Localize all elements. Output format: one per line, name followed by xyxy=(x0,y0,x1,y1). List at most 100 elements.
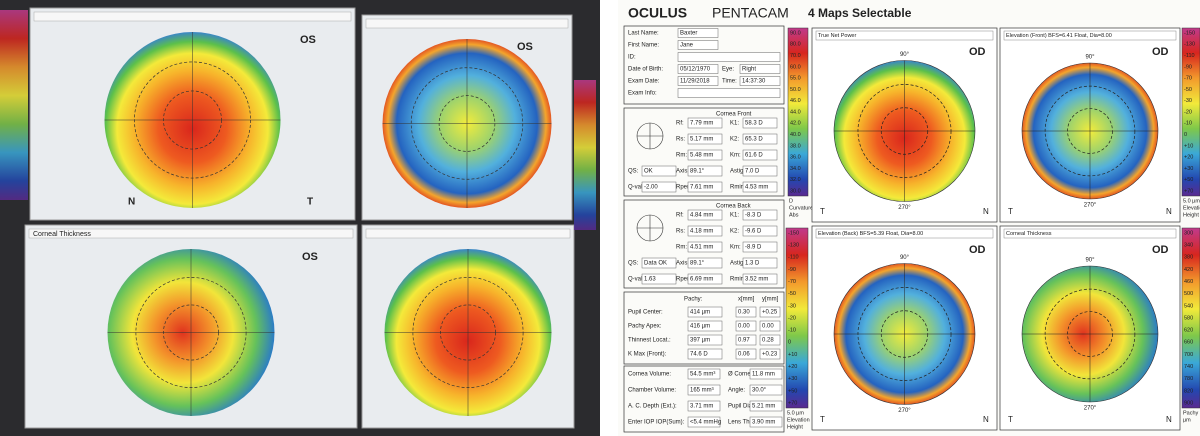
field-value: 61.6 D xyxy=(745,153,763,159)
field-box xyxy=(687,400,721,412)
scale-label: +30 xyxy=(788,376,797,382)
field-value: -9.6 D xyxy=(745,229,762,235)
scale-label: 580 xyxy=(1184,315,1193,321)
field-label: Date of Birth: xyxy=(628,67,663,73)
field-box xyxy=(687,257,723,269)
field-label: Rf: xyxy=(676,213,684,219)
scale-label: -70 xyxy=(788,279,796,285)
subtitle: 4 Maps Selectable xyxy=(808,6,912,20)
field-label: Exam Date: xyxy=(628,79,660,85)
field-label: A. C. Depth (Ext.): xyxy=(628,404,677,410)
angle-label: 90° xyxy=(1085,258,1095,264)
field-value: 11/29/2018 xyxy=(680,79,710,85)
field-box xyxy=(687,273,723,285)
field-box xyxy=(687,209,723,221)
field-label: Ø Cornea: xyxy=(728,372,756,378)
field-box xyxy=(687,320,723,332)
field-label: First Name: xyxy=(628,43,659,49)
field-value: 165 mm³ xyxy=(690,388,714,394)
scale-label: 38.0 xyxy=(790,143,801,149)
field-box xyxy=(735,320,757,332)
section-title: Cornea Back xyxy=(716,204,752,210)
side-label: T xyxy=(1008,207,1013,216)
scale-label: 90.0 xyxy=(790,30,801,36)
scale-label: +30 xyxy=(1184,166,1193,172)
screen-titlebar xyxy=(28,228,354,239)
field-label: K Max (Front): xyxy=(628,352,667,358)
field-label: Angle: xyxy=(728,388,745,394)
field-value: 4.51 mm xyxy=(690,245,713,251)
scale-label: -50 xyxy=(1184,87,1192,93)
brand: OCULUS xyxy=(628,5,687,21)
field-box xyxy=(742,273,778,285)
field-box xyxy=(759,306,781,318)
field-value: Right xyxy=(742,67,756,73)
field-label: K2: xyxy=(730,229,739,235)
scale-label: 540 xyxy=(1184,303,1193,309)
scale-label: 70.0 xyxy=(790,53,801,59)
field-box xyxy=(687,165,723,177)
field-value: 05/12/1970 xyxy=(680,67,711,73)
field-label: Q-val: xyxy=(628,185,644,191)
field-label: Last Name: xyxy=(628,31,659,37)
field-label: Rper: xyxy=(676,277,691,283)
eye-label: OS xyxy=(302,251,318,263)
map-title: True Net Power xyxy=(818,33,856,39)
angle-label: 90° xyxy=(1085,55,1095,61)
field-value: 14:37:30 xyxy=(742,79,766,85)
field-box xyxy=(742,133,778,145)
field-value: 54.5 mm³ xyxy=(690,372,715,378)
scale-label: +70 xyxy=(1184,188,1193,194)
scale-label: 820 xyxy=(1184,388,1193,394)
field-label: QS: xyxy=(628,169,639,175)
color-scale xyxy=(1181,27,1200,197)
scale-label: 900 xyxy=(1184,400,1193,406)
scale-label: 660 xyxy=(1184,340,1193,346)
side-label: N xyxy=(983,207,989,216)
field-value: 1.63 xyxy=(644,277,656,283)
scale-label: +50 xyxy=(788,388,797,394)
side-label: N xyxy=(983,415,989,424)
field-value: 5.21 mm xyxy=(752,404,775,410)
map-title: Elevation (Front) BFS=6.41 Float, Dia=8.… xyxy=(1006,33,1112,39)
field-box xyxy=(687,117,723,129)
product: PENTACAM xyxy=(712,5,789,21)
field-box xyxy=(687,241,723,253)
eye-label: OD xyxy=(969,244,986,256)
scale-label: +50 xyxy=(1184,177,1193,183)
field-label: Pachy Apex: xyxy=(628,324,662,330)
color-scale xyxy=(787,27,809,197)
scale-label: 32.0 xyxy=(790,177,801,183)
scale-label: 36.0 xyxy=(790,155,801,161)
scale-label: 780 xyxy=(1184,376,1193,382)
field-box xyxy=(749,400,783,412)
field-value: 3.71 mm xyxy=(690,404,713,410)
field-box xyxy=(687,368,721,380)
field-box xyxy=(687,181,723,193)
scale-label: -30 xyxy=(1184,98,1192,104)
field-value: Baxter xyxy=(680,31,697,37)
field-box xyxy=(742,209,778,221)
scale-label: -10 xyxy=(788,328,796,334)
side-label: N xyxy=(1166,415,1172,424)
angle-label: 270° xyxy=(898,408,911,414)
scale-caption: Height xyxy=(1183,212,1199,218)
scale-label: 44.0 xyxy=(790,109,801,115)
scale-label: +20 xyxy=(1184,155,1193,161)
field-value: 0.06 xyxy=(738,352,750,358)
field-value: 1.3 D xyxy=(745,261,760,267)
field-value: Jane xyxy=(680,43,694,49)
map-title-box xyxy=(1003,228,1177,239)
divider xyxy=(600,0,618,436)
field-box xyxy=(742,181,778,193)
column-label: x[mm] xyxy=(738,297,755,303)
side-label: T xyxy=(820,415,825,424)
field-label: Km: xyxy=(730,153,741,159)
field-box xyxy=(742,257,778,269)
scale-label: -90 xyxy=(1184,64,1192,70)
field-value: 89.1° xyxy=(690,261,705,267)
scale-label: 460 xyxy=(1184,279,1193,285)
scale-label: 46.0 xyxy=(790,98,801,104)
field-value: 74.6 D xyxy=(690,352,708,358)
scale-label: 34.0 xyxy=(790,166,801,172)
